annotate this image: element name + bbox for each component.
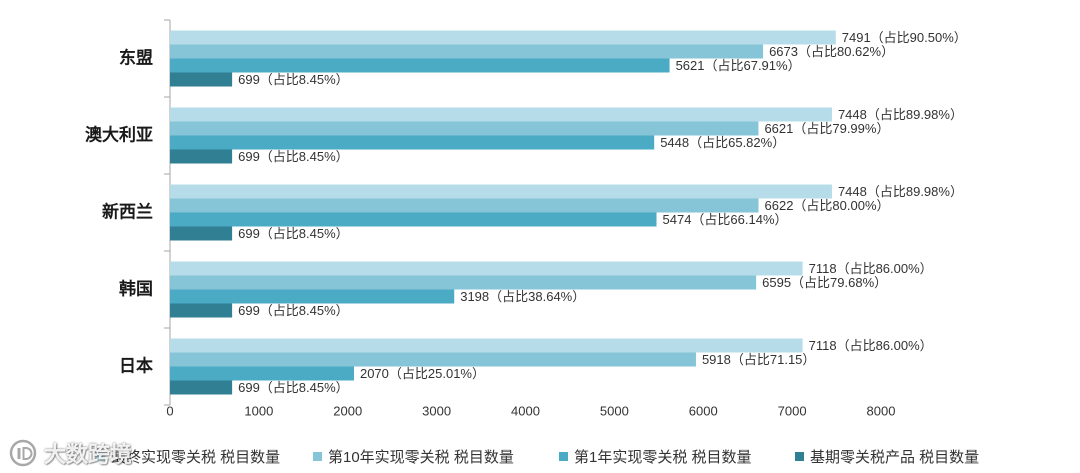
data-label: 5621（占比67.91%）: [676, 58, 801, 73]
x-tick-label: 2000: [333, 404, 362, 419]
bar-series-1: [170, 44, 764, 59]
data-label: 2070（占比25.01%）: [360, 366, 485, 381]
bar-series-0: [170, 30, 836, 45]
legend-label: 第10年实现零关税 税目数量: [328, 448, 514, 466]
legend: 最终实现零关税 税目数量 第10年实现零关税 税目数量 第1年实现零关税 税目数…: [0, 446, 1080, 466]
x-tick-label: 5000: [600, 404, 629, 419]
data-label: 699（占比8.45%）: [238, 72, 349, 87]
bar-series-1: [170, 352, 696, 367]
bar-series-3: [170, 303, 233, 318]
bar-series-0: [170, 184, 832, 199]
legend-label: 第1年实现零关税 税目数量: [574, 448, 752, 466]
legend-item-year-1: 第1年实现零关税 税目数量: [559, 446, 752, 466]
legend-marker: [795, 451, 804, 461]
data-label: 699（占比8.45%）: [238, 149, 349, 164]
bar-series-3: [170, 149, 233, 164]
bar-series-2: [170, 212, 657, 227]
bar-series-3: [170, 380, 233, 395]
data-label: 7491（占比90.50%）: [842, 30, 967, 45]
legend-label: 最终实现零关税 税目数量: [111, 448, 281, 466]
x-tick-label: 8000: [867, 404, 896, 419]
data-label: 699（占比8.45%）: [238, 226, 349, 241]
bar-series-0: [170, 107, 832, 122]
legend-marker: [96, 451, 105, 461]
legend-item-year-10: 第10年实现零关税 税目数量: [313, 446, 514, 466]
data-label: 5448（占比65.82%）: [660, 135, 785, 150]
data-label: 6621（占比79.99%）: [764, 121, 889, 136]
legend-label: 基期零关税产品 税目数量: [810, 448, 980, 466]
bar-series-0: [170, 261, 803, 276]
category-label: 东盟: [119, 48, 153, 69]
data-label: 6622（占比80.00%）: [765, 198, 890, 213]
legend-item-final: 最终实现零关税 税目数量: [96, 446, 280, 466]
bar-series-1: [170, 198, 759, 213]
x-tick-label: 6000: [689, 404, 718, 419]
data-label: 7118（占比86.00%）: [809, 338, 933, 353]
data-label: 5474（占比66.14%）: [663, 212, 788, 227]
legend-marker: [559, 451, 568, 461]
legend-item-base-period: 基期零关税产品 税目数量: [795, 446, 979, 466]
data-label: 699（占比8.45%）: [238, 380, 349, 395]
data-label: 7448（占比89.98%）: [838, 107, 963, 122]
x-tick-label: 0: [166, 404, 173, 419]
data-label: 7118（占比86.00%）: [809, 261, 933, 276]
data-label: 699（占比8.45%）: [238, 303, 349, 318]
bar-series-2: [170, 58, 670, 73]
bar-series-2: [170, 366, 354, 381]
bar-series-1: [170, 275, 757, 290]
category-label: 新西兰: [102, 202, 153, 223]
x-tick-label: 7000: [778, 404, 807, 419]
x-tick-label: 3000: [422, 404, 451, 419]
data-label: 3198（占比38.64%）: [460, 289, 585, 304]
data-label: 6595（占比79.68%）: [762, 275, 887, 290]
bar-series-0: [170, 338, 803, 353]
category-label: 澳大利亚: [85, 125, 153, 146]
data-label: 7448（占比89.98%）: [838, 184, 963, 199]
bar-series-1: [170, 121, 759, 136]
legend-marker: [313, 451, 322, 461]
category-label: 日本: [119, 356, 153, 377]
bar-series-3: [170, 226, 233, 241]
bar-series-2: [170, 135, 655, 150]
x-tick-label: 1000: [244, 404, 273, 419]
bar-series-2: [170, 289, 455, 304]
data-label: 6673（占比80.62%）: [769, 44, 894, 59]
category-label: 韩国: [119, 279, 153, 300]
bar-series-3: [170, 72, 233, 87]
x-tick-label: 4000: [511, 404, 540, 419]
data-label: 5918（占比71.15）: [702, 352, 815, 367]
